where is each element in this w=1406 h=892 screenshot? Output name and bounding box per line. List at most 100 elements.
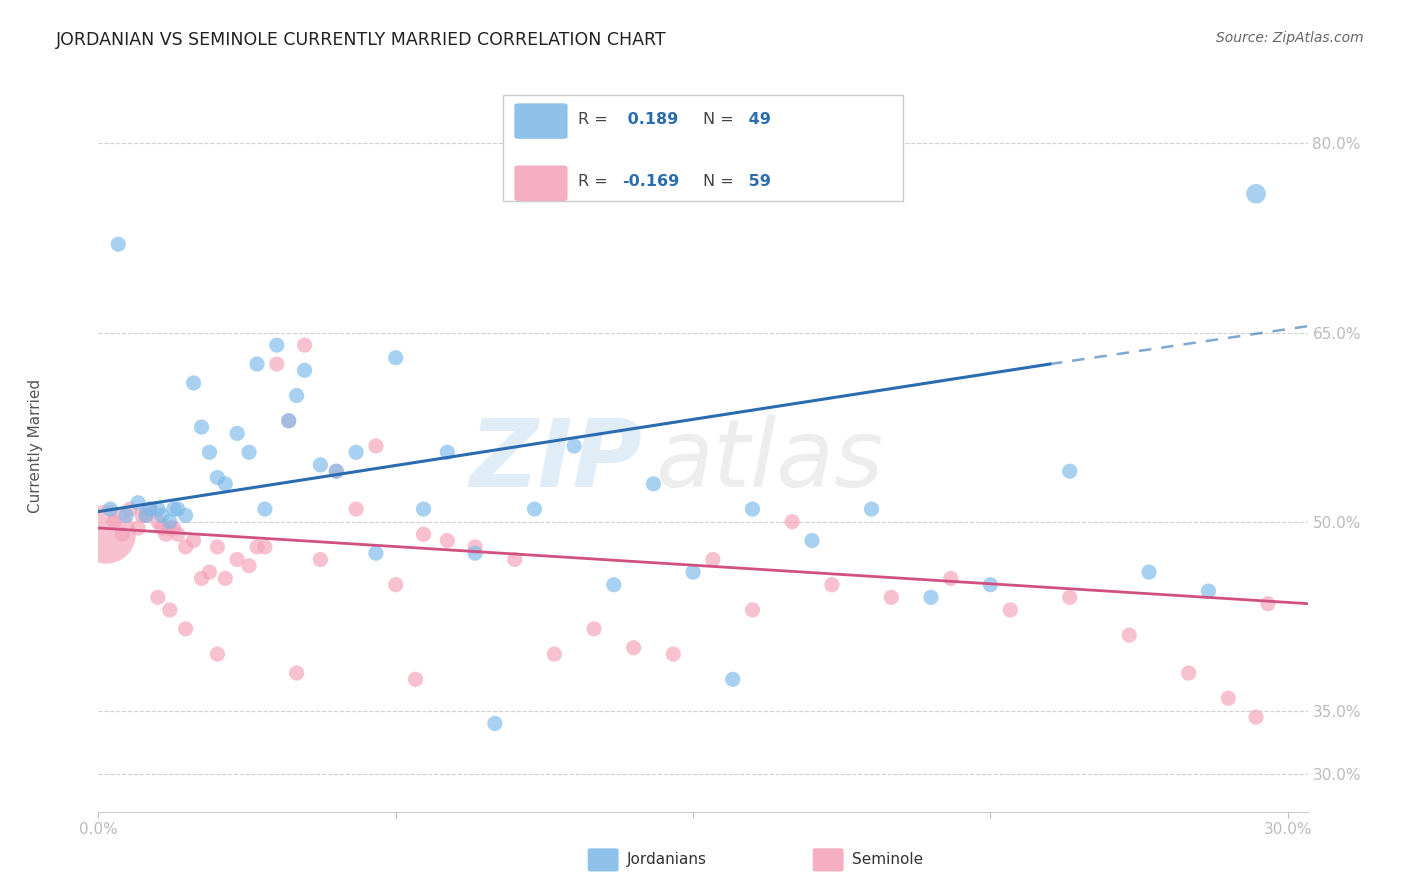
Point — [979, 578, 1001, 592]
Point — [543, 647, 565, 661]
Point — [920, 591, 942, 605]
Point — [183, 533, 205, 548]
Text: N =: N = — [703, 174, 734, 189]
Point — [150, 521, 173, 535]
Point — [159, 521, 181, 535]
Point — [662, 647, 685, 661]
Point — [582, 622, 605, 636]
Point — [159, 603, 181, 617]
FancyBboxPatch shape — [515, 103, 568, 139]
Point — [384, 578, 406, 592]
Point — [253, 502, 276, 516]
Point — [139, 502, 162, 516]
Point — [325, 464, 347, 478]
Point — [603, 578, 626, 592]
Point — [246, 357, 269, 371]
Point — [207, 647, 229, 661]
Point — [214, 476, 236, 491]
Point — [464, 546, 486, 560]
Point — [741, 502, 763, 516]
Point — [860, 502, 883, 516]
Text: 59: 59 — [742, 174, 770, 189]
Text: 0.189: 0.189 — [621, 112, 678, 127]
Point — [412, 527, 434, 541]
Point — [146, 515, 169, 529]
Point — [405, 673, 427, 687]
Point — [1000, 603, 1022, 617]
Point — [344, 445, 367, 459]
Point — [1118, 628, 1140, 642]
Point — [166, 502, 188, 516]
Point — [198, 565, 221, 579]
Point — [285, 665, 308, 680]
Point — [1218, 691, 1240, 706]
Point — [1198, 584, 1220, 599]
Point — [135, 508, 157, 523]
Point — [198, 445, 221, 459]
Point — [309, 458, 332, 472]
Point — [214, 571, 236, 585]
Point — [436, 445, 458, 459]
Point — [880, 591, 903, 605]
Text: R =: R = — [578, 112, 609, 127]
Point — [155, 527, 177, 541]
Point — [96, 527, 118, 541]
Point — [253, 540, 276, 554]
Point — [163, 521, 186, 535]
Point — [115, 508, 138, 523]
Point — [159, 515, 181, 529]
Point — [127, 496, 149, 510]
Point — [131, 508, 153, 523]
Point — [150, 508, 173, 523]
Point — [226, 426, 249, 441]
Point — [1257, 597, 1279, 611]
Point — [682, 565, 704, 579]
Point — [1059, 591, 1081, 605]
Point — [503, 552, 526, 566]
Point — [266, 338, 288, 352]
Point — [277, 414, 299, 428]
Point — [364, 546, 387, 560]
Text: R =: R = — [578, 174, 609, 189]
Point — [103, 515, 125, 529]
Y-axis label: Currently Married: Currently Married — [28, 379, 42, 513]
Point — [190, 420, 212, 434]
Point — [120, 502, 142, 516]
Point — [1059, 464, 1081, 478]
Point — [166, 527, 188, 541]
Point — [174, 622, 197, 636]
Point — [364, 439, 387, 453]
Point — [436, 533, 458, 548]
Point — [484, 716, 506, 731]
Point — [801, 533, 824, 548]
Point — [821, 578, 844, 592]
Point — [702, 552, 724, 566]
Point — [107, 237, 129, 252]
Point — [183, 376, 205, 390]
Point — [294, 363, 316, 377]
Point — [127, 521, 149, 535]
Point — [344, 502, 367, 516]
Point — [780, 515, 803, 529]
Point — [163, 502, 186, 516]
Point — [623, 640, 645, 655]
Point — [207, 540, 229, 554]
Point — [174, 508, 197, 523]
Point — [277, 414, 299, 428]
Point — [1244, 710, 1267, 724]
Point — [643, 476, 665, 491]
Text: -0.169: -0.169 — [621, 174, 679, 189]
Point — [523, 502, 546, 516]
Point — [309, 552, 332, 566]
Point — [174, 540, 197, 554]
Text: Jordanians: Jordanians — [627, 853, 707, 867]
FancyBboxPatch shape — [503, 95, 903, 201]
Point — [294, 338, 316, 352]
Text: Source: ZipAtlas.com: Source: ZipAtlas.com — [1216, 31, 1364, 45]
Text: ZIP: ZIP — [470, 415, 643, 507]
Point — [384, 351, 406, 365]
Point — [412, 502, 434, 516]
Point — [285, 388, 308, 402]
Point — [238, 445, 260, 459]
FancyBboxPatch shape — [515, 166, 568, 201]
